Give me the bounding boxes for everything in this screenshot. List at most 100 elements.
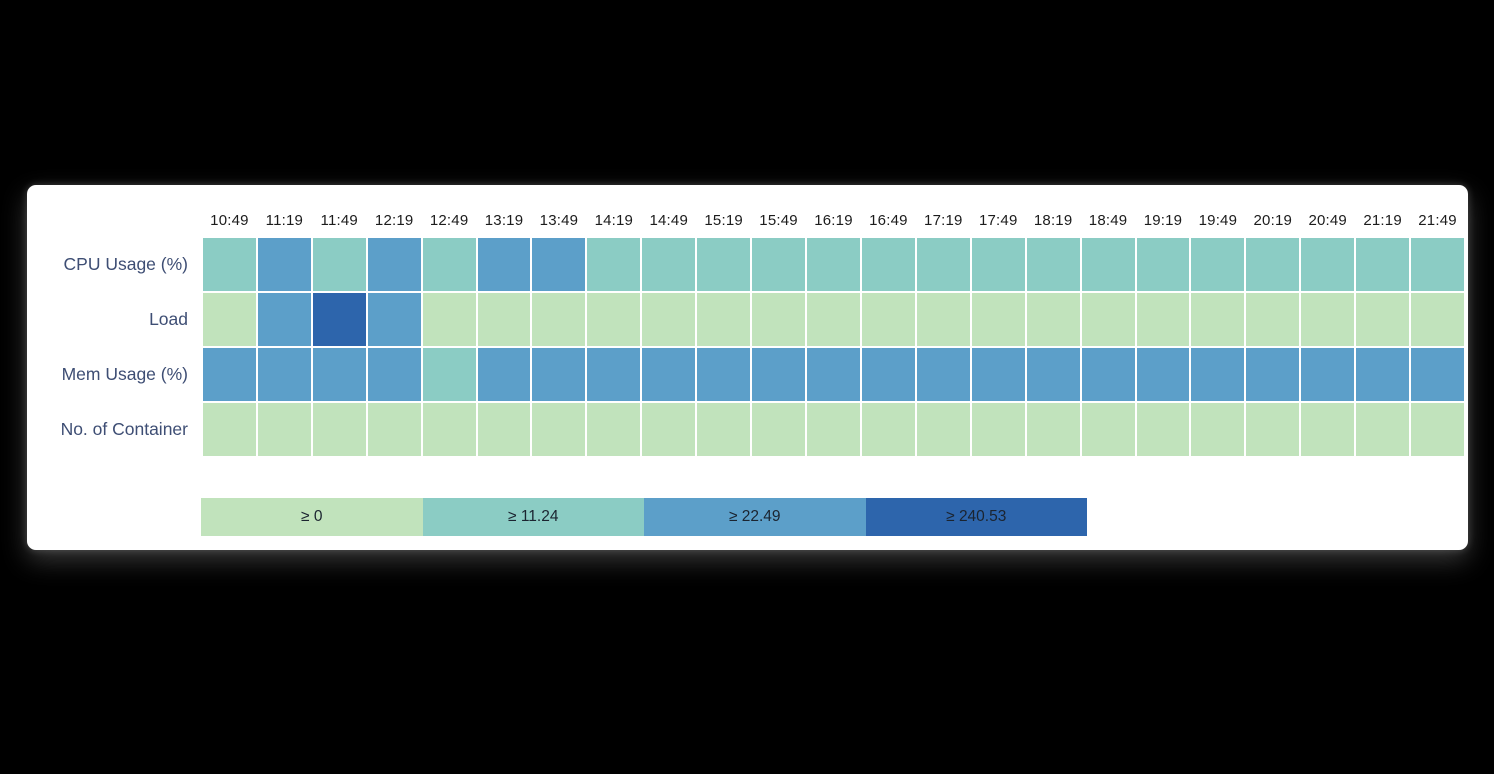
heatmap-cell[interactable] <box>587 348 641 401</box>
heatmap-cell[interactable] <box>367 403 421 456</box>
heatmap-cell[interactable] <box>203 238 256 291</box>
heatmap-cell[interactable] <box>477 348 531 401</box>
heatmap-cell[interactable] <box>642 348 696 401</box>
row-label: No. of Container <box>60 419 188 439</box>
heatmap-cell[interactable] <box>1246 403 1300 456</box>
heatmap-cell[interactable] <box>203 293 256 346</box>
heatmap-cell[interactable] <box>1356 238 1410 291</box>
heatmap-cell[interactable] <box>971 348 1025 401</box>
heatmap-cell[interactable] <box>697 293 751 346</box>
heatmap-cell[interactable] <box>477 293 531 346</box>
heatmap-cell[interactable] <box>642 238 696 291</box>
heatmap-cell[interactable] <box>587 238 641 291</box>
heatmap-cell[interactable] <box>807 348 860 401</box>
heatmap-cell[interactable] <box>312 348 366 401</box>
heatmap-cell[interactable] <box>367 293 421 346</box>
heatmap-cell[interactable] <box>1356 293 1410 346</box>
heatmap-cell[interactable] <box>861 348 915 401</box>
legend-label: ≥ 11.24 <box>508 508 559 525</box>
heatmap-cell[interactable] <box>367 348 421 401</box>
heatmap-cell[interactable] <box>1026 348 1080 401</box>
heatmap-cell[interactable] <box>1356 403 1410 456</box>
heatmap-cell[interactable] <box>971 403 1025 456</box>
heatmap-cell[interactable] <box>1301 293 1355 346</box>
heatmap-cell[interactable] <box>752 348 806 401</box>
heatmap-cell[interactable] <box>861 293 915 346</box>
heatmap-cell[interactable] <box>752 403 806 456</box>
heatmap-cell[interactable] <box>312 238 366 291</box>
heatmap-cell[interactable] <box>1191 293 1245 346</box>
heatmap-cell[interactable] <box>1301 403 1355 456</box>
heatmap-cell[interactable] <box>1411 348 1464 401</box>
heatmap-cell[interactable] <box>1411 238 1464 291</box>
heatmap-cell[interactable] <box>587 293 641 346</box>
heatmap-cell[interactable] <box>642 293 696 346</box>
heatmap-cell[interactable] <box>477 238 531 291</box>
heatmap-cell[interactable] <box>532 238 586 291</box>
heatmap-cell[interactable] <box>1411 293 1464 346</box>
heatmap-cell[interactable] <box>752 238 806 291</box>
heatmap-cell[interactable] <box>697 348 751 401</box>
heatmap-cell[interactable] <box>1191 238 1245 291</box>
heatmap-cell[interactable] <box>1356 348 1410 401</box>
heatmap-cell[interactable] <box>861 238 915 291</box>
heatmap-cell[interactable] <box>422 238 476 291</box>
heatmap-cell[interactable] <box>532 293 586 346</box>
heatmap-cell[interactable] <box>1191 348 1245 401</box>
heatmap-cell[interactable] <box>916 293 970 346</box>
heatmap-cell[interactable] <box>1026 403 1080 456</box>
heatmap-cell[interactable] <box>916 238 970 291</box>
heatmap-cell[interactable] <box>1081 293 1135 346</box>
heatmap-cell[interactable] <box>697 238 751 291</box>
column-header: 11:19 <box>265 212 304 229</box>
heatmap-cell[interactable] <box>1081 348 1135 401</box>
heatmap-cell[interactable] <box>367 238 421 291</box>
heatmap-cell[interactable] <box>916 403 970 456</box>
heatmap-cell[interactable] <box>807 238 860 291</box>
heatmap-cell[interactable] <box>1246 348 1300 401</box>
heatmap-cell[interactable] <box>203 348 256 401</box>
heatmap-cell[interactable] <box>971 293 1025 346</box>
heatmap-cell[interactable] <box>1136 238 1190 291</box>
heatmap-cell[interactable] <box>257 238 311 291</box>
column-header: 13:19 <box>484 212 524 229</box>
heatmap-cell[interactable] <box>1411 403 1464 456</box>
heatmap-cell[interactable] <box>587 403 641 456</box>
heatmap-cell[interactable] <box>1136 293 1190 346</box>
column-header: 15:19 <box>704 212 743 229</box>
heatmap-cell[interactable] <box>1136 348 1190 401</box>
heatmap-cell[interactable] <box>697 403 751 456</box>
column-header: 12:49 <box>429 212 469 229</box>
heatmap-cell[interactable] <box>422 348 476 401</box>
heatmap-cell[interactable] <box>1246 293 1300 346</box>
heatmap-cell[interactable] <box>1246 238 1300 291</box>
heatmap-cell[interactable] <box>807 293 860 346</box>
heatmap-cell[interactable] <box>1301 348 1355 401</box>
heatmap-cell[interactable] <box>916 348 970 401</box>
heatmap-cell[interactable] <box>422 403 476 456</box>
heatmap-cell[interactable] <box>312 403 366 456</box>
heatmap-cell[interactable] <box>1081 238 1135 291</box>
heatmap-cell[interactable] <box>1301 238 1355 291</box>
heatmap-cell[interactable] <box>257 403 311 456</box>
heatmap-cell[interactable] <box>971 238 1025 291</box>
heatmap-cell[interactable] <box>807 403 860 456</box>
column-header: 19:19 <box>1143 212 1183 229</box>
heatmap-cell[interactable] <box>477 403 531 456</box>
heatmap-cell[interactable] <box>532 403 586 456</box>
column-header: 17:19 <box>924 212 963 229</box>
heatmap-cell[interactable] <box>1191 403 1245 456</box>
heatmap-cell[interactable] <box>203 403 256 456</box>
heatmap-cell[interactable] <box>257 293 311 346</box>
heatmap-cell[interactable] <box>861 403 915 456</box>
heatmap-cell[interactable] <box>1136 403 1190 456</box>
heatmap-cell[interactable] <box>752 293 806 346</box>
heatmap-cell[interactable] <box>532 348 586 401</box>
heatmap-cell[interactable] <box>1081 403 1135 456</box>
heatmap-cell[interactable] <box>1026 238 1080 291</box>
heatmap-cell[interactable] <box>1026 293 1080 346</box>
heatmap-cell[interactable] <box>312 293 366 346</box>
heatmap-cell[interactable] <box>642 403 696 456</box>
heatmap-cell[interactable] <box>257 348 311 401</box>
heatmap-cell[interactable] <box>422 293 476 346</box>
